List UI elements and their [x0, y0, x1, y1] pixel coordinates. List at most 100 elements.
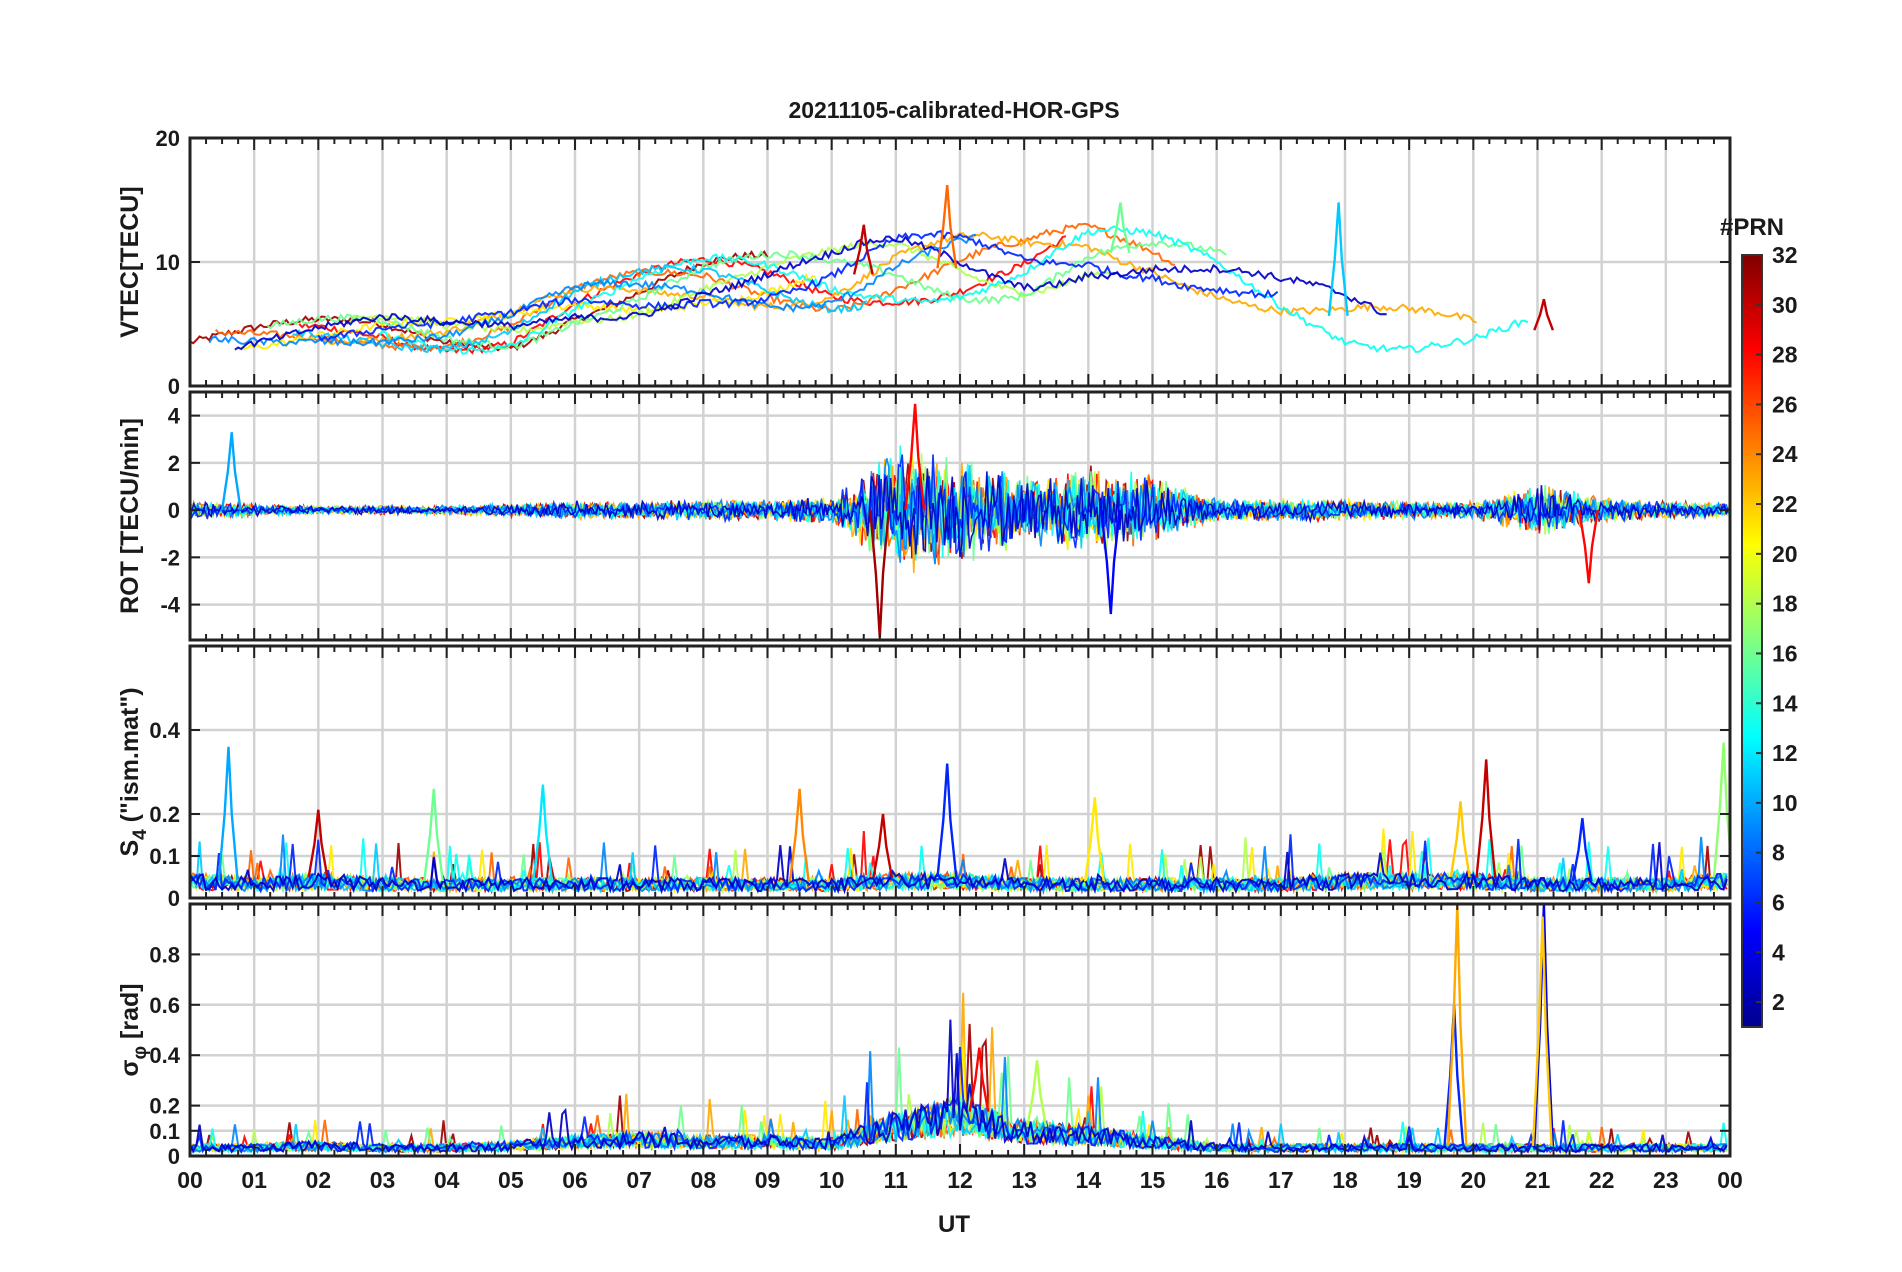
series-prn-3: [190, 463, 1729, 558]
peak-s4-2: [532, 784, 554, 882]
series-prn-21: [240, 272, 816, 350]
colorbar-tick-label: 4: [1772, 939, 1785, 965]
peak-s4-9: [1449, 801, 1471, 878]
peak-vtec-4: [1533, 298, 1555, 331]
colorbar-tick-label: 20: [1772, 541, 1798, 567]
y-tick-label: 0: [168, 1144, 180, 1169]
y-axis-label-main: σ: [116, 1059, 144, 1076]
peak-rot-3: [220, 432, 242, 511]
y-tick-label: 4: [168, 404, 181, 429]
x-tick-label: 07: [626, 1167, 652, 1193]
y-tick-label: 0.8: [149, 942, 180, 967]
x-tick-label: 09: [755, 1167, 781, 1193]
peak-vtec-3: [852, 224, 874, 275]
x-tick-label: 06: [562, 1167, 588, 1193]
colorbar-title: #PRN: [1720, 214, 1784, 241]
series-prn-6: [190, 834, 1728, 895]
x-tick-label: 00: [1717, 1167, 1743, 1193]
peak-vtec-1: [1327, 202, 1349, 317]
colorbar-tick-label: 8: [1772, 840, 1785, 866]
y-axis-label-main: S: [116, 840, 144, 857]
y-tick-label: -2: [160, 545, 180, 570]
colorbar-tick-label: 10: [1772, 790, 1798, 816]
y-tick-label: 0.2: [149, 802, 180, 827]
x-tick-label: 14: [1076, 1167, 1102, 1193]
peak-s4-0: [217, 746, 239, 880]
x-axis-label: UT: [938, 1211, 970, 1238]
peak-sigma_phi-5: [1531, 916, 1553, 1146]
x-tick-label: 04: [434, 1167, 460, 1193]
colorbar-tick-label: 6: [1772, 889, 1785, 915]
x-tick-label: 15: [1140, 1167, 1166, 1193]
series-prn-13: [378, 225, 1529, 355]
peak-vtec-0: [936, 184, 958, 269]
colorbar-tick-label: 16: [1772, 640, 1798, 666]
y-tick-label: 0.6: [149, 993, 180, 1018]
series-prn-3: [234, 235, 1387, 351]
x-tick-label: 23: [1653, 1167, 1679, 1193]
y-tick-label: 0: [168, 498, 180, 523]
y-tick-label: -4: [160, 593, 180, 618]
peak-sigma_phi-3: [1446, 904, 1468, 1146]
x-tick-label: 18: [1332, 1167, 1358, 1193]
colorbar-tick-label: 18: [1772, 591, 1798, 617]
y-tick-label: 10: [156, 250, 180, 275]
panel-vtec-traces: [190, 184, 1555, 355]
peak-s4-4: [1475, 759, 1497, 878]
panel-rot: -4 -2 0 2 4 ROT [TECU/min]: [116, 390, 1732, 642]
y-tick-label: 0.4: [149, 1043, 180, 1068]
x-tick-label: 11: [884, 1167, 909, 1193]
colorbar-tick-label: 14: [1772, 690, 1798, 716]
peak-s4-10: [1571, 818, 1593, 882]
y-axis-label-rest: ("ism.mat"): [116, 687, 144, 829]
y-axis-label-rot: ROT [TECU/min]: [116, 418, 144, 614]
y-tick-label: 0.1: [149, 844, 180, 869]
x-tick-label: 22: [1589, 1167, 1615, 1193]
y-tick-label: 0.2: [149, 1094, 180, 1119]
x-tick-label: 13: [1011, 1167, 1037, 1193]
y-axis-label-sigma_phi: σφ [rad]: [116, 983, 151, 1076]
series-prn-16: [266, 240, 1227, 350]
x-tick-label: 19: [1396, 1167, 1422, 1193]
colorbar-tick-label: 2: [1772, 989, 1785, 1015]
series-prn-9: [208, 233, 977, 347]
x-tick-label: 02: [306, 1167, 332, 1193]
peak-s4-6: [307, 809, 329, 878]
x-tick-label: 10: [819, 1167, 845, 1193]
panel-vtec: 0 10 20 VTEC[TECU]: [116, 126, 1732, 399]
chart-title: 20211105-calibrated-HOR-GPS: [788, 97, 1119, 123]
peak-s4-8: [1083, 797, 1105, 882]
y-axis-label-rest: [rad]: [116, 983, 144, 1046]
y-axis-label-s4: S4 ("ism.mat"): [116, 687, 151, 856]
panel-rot-traces: [190, 403, 1729, 638]
panel-s4-traces: [190, 742, 1730, 896]
peak-sigma_phi-1: [1026, 1060, 1048, 1128]
panel-sigma_phi-traces: [190, 904, 1728, 1156]
colorbar-tick-label: 26: [1772, 391, 1798, 417]
peak-vtec-2: [1109, 202, 1131, 253]
peak-sigma_phi-0: [968, 1047, 990, 1112]
x-tick-label: 12: [947, 1167, 973, 1193]
x-tick-label: 17: [1268, 1167, 1294, 1193]
x-tick-label: 03: [370, 1167, 396, 1193]
colorbar-tick-label: 22: [1772, 491, 1798, 517]
colorbar-tick-label: 32: [1772, 242, 1798, 268]
peak-s4-1: [423, 788, 444, 882]
y-axis-label-sub: φ: [130, 1046, 151, 1060]
y-tick-label: 0.4: [149, 718, 180, 743]
y-tick-label: 0: [168, 374, 180, 399]
peak-s4-3: [936, 763, 958, 878]
colorbar-tick-label: 24: [1772, 441, 1798, 467]
colorbar-gradient: [1741, 254, 1763, 1028]
x-tick-label: 00: [177, 1167, 203, 1193]
y-tick-label: 0: [168, 886, 180, 911]
colorbar-tick-label: 30: [1772, 292, 1798, 318]
colorbar-tick-label: 12: [1772, 740, 1798, 766]
y-axis-label-vtec: VTEC[TECU]: [116, 186, 144, 337]
y-tick-label: 2: [168, 451, 180, 476]
peak-rot-4: [1578, 509, 1599, 584]
colorbar-tick-label: 28: [1772, 342, 1798, 368]
